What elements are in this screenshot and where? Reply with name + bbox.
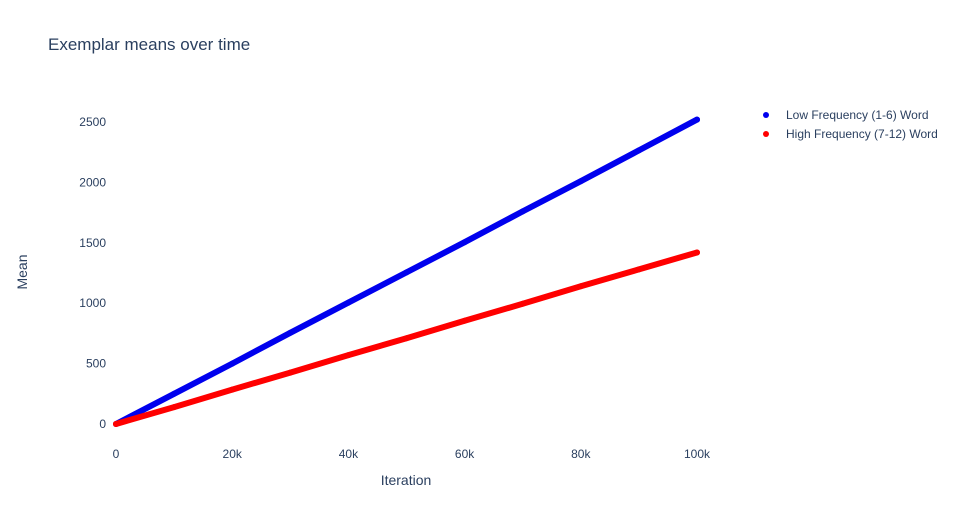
data-point (519, 300, 526, 307)
legend-item[interactable]: Low Frequency (1-6) Word (763, 108, 929, 122)
plot-area: 0 20k 40k 60k 80k 100k 0 500 1000 1500 2000 2500 (79, 115, 711, 461)
data-point (345, 299, 352, 306)
x-tick-label: 20k (223, 447, 243, 461)
data-point (287, 329, 294, 336)
series-layer (113, 116, 700, 427)
data-point (635, 266, 642, 273)
legend-label: Low Frequency (1-6) Word (786, 108, 929, 122)
data-point (287, 369, 294, 376)
y-tick-label: 2000 (79, 175, 106, 189)
data-point (577, 283, 584, 290)
x-tick-label: 40k (339, 447, 359, 461)
series-high-frequency (113, 249, 700, 427)
data-point (519, 208, 526, 215)
y-axis-ticks: 0 500 1000 1500 2000 2500 (79, 115, 106, 431)
legend-marker (763, 131, 769, 137)
legend-label: High Frequency (7-12) Word (786, 127, 938, 141)
legend-item[interactable]: High Frequency (7-12) Word (763, 127, 938, 141)
data-point (345, 352, 352, 359)
data-point (229, 386, 236, 393)
y-tick-label: 1000 (79, 296, 106, 310)
y-axis-title: Mean (14, 254, 30, 289)
data-point (171, 390, 178, 397)
data-point (461, 239, 468, 246)
y-tick-label: 2500 (79, 115, 106, 129)
y-tick-label: 1500 (79, 236, 106, 250)
y-tick-label: 0 (99, 417, 106, 431)
data-point (229, 360, 236, 367)
series-low-frequency (113, 116, 700, 427)
legend[interactable]: Low Frequency (1-6) Word High Frequency (… (763, 108, 938, 141)
data-point (461, 317, 468, 324)
x-tick-label: 80k (571, 447, 591, 461)
data-point (171, 404, 178, 411)
legend-marker (763, 112, 769, 118)
data-point (694, 249, 700, 256)
data-point (694, 116, 700, 123)
data-point (403, 335, 410, 342)
x-tick-label: 100k (684, 447, 711, 461)
x-axis-title: Iteration (381, 472, 432, 488)
data-point (577, 178, 584, 185)
chart-title: Exemplar means over time (48, 35, 250, 54)
x-tick-label: 0 (113, 447, 120, 461)
data-point (403, 269, 410, 276)
x-tick-label: 60k (455, 447, 475, 461)
data-point (113, 421, 119, 427)
data-point (635, 147, 642, 154)
x-axis-ticks: 0 20k 40k 60k 80k 100k (113, 447, 711, 461)
y-tick-label: 500 (86, 357, 106, 371)
